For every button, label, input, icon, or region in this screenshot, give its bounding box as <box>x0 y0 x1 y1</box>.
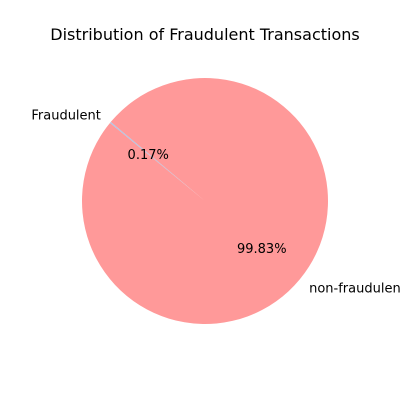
slice-label: Fraudulent <box>31 109 101 124</box>
slice-percent-label: 99.83% <box>237 242 287 257</box>
slice-label: non-fraudulent <box>309 281 400 296</box>
pie-slice-fraudulent <box>109 121 205 201</box>
pie-slice-non-fraudulent <box>81 78 328 325</box>
pie-slices <box>81 78 328 325</box>
pie-labels: Fraudulent 0.17% non-fraudulent 99.83% <box>31 109 400 297</box>
chart-title: Distribution of Fraudulent Transactions <box>50 25 359 44</box>
slice-percent-label: 0.17% <box>128 148 169 163</box>
